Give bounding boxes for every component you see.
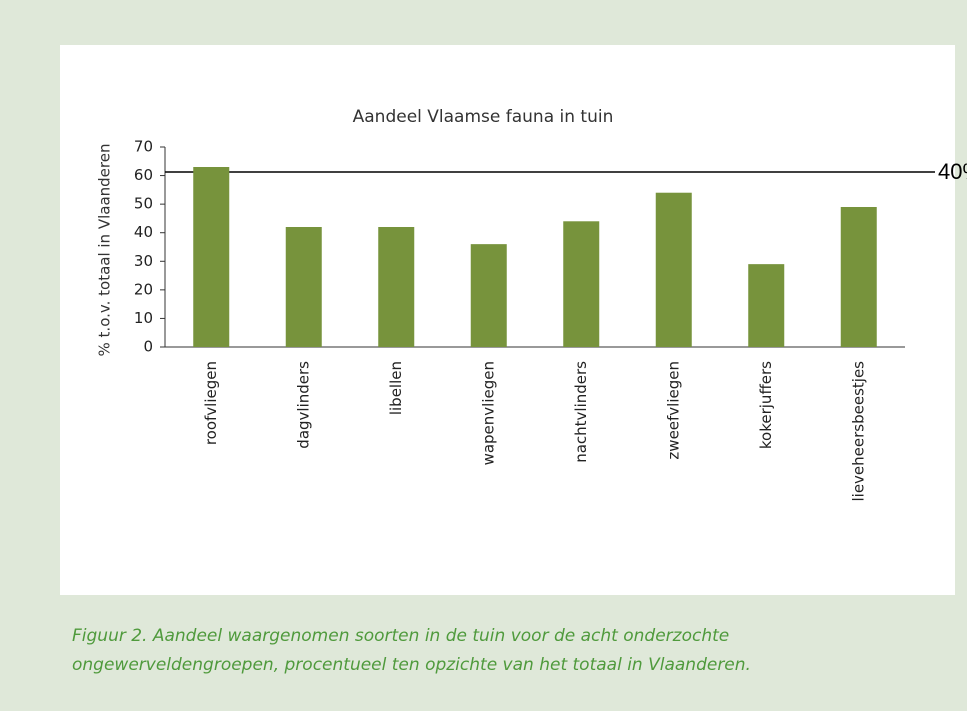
y-axis-label: % t.o.v. totaal in Vlaanderen xyxy=(96,144,114,357)
bar xyxy=(193,167,230,347)
bar xyxy=(378,227,415,347)
chart-title: Aandeel Vlaamse fauna in tuin xyxy=(353,107,614,127)
y-tick-label: 50 xyxy=(134,195,153,213)
y-tick-label: 0 xyxy=(143,338,153,356)
x-tick-label: kokerjuffers xyxy=(757,361,775,449)
bar xyxy=(285,227,322,347)
bar xyxy=(655,192,692,347)
y-tick-label: 30 xyxy=(134,252,153,270)
x-tick-label: zweefvliegen xyxy=(664,361,682,460)
y-tick-label: 10 xyxy=(134,309,153,327)
y-tick-label: 20 xyxy=(134,280,153,298)
x-tick-label: libellen xyxy=(387,361,405,415)
caption: ongewerveldengroepen, procentueel ten op… xyxy=(72,655,751,675)
x-tick-label: lieveheersbeestjes xyxy=(849,361,867,502)
x-tick-label: roofvliegen xyxy=(202,361,220,445)
x-tick-label: dagvlinders xyxy=(294,361,312,449)
bar xyxy=(840,207,877,347)
y-tick-label: 70 xyxy=(134,138,153,156)
bar xyxy=(748,264,785,347)
x-tick-label: nachtvlinders xyxy=(572,361,590,463)
annotation: 40% xyxy=(938,159,967,184)
caption: Figuur 2. Aandeel waargenomen soorten in… xyxy=(72,626,729,646)
y-tick-label: 40 xyxy=(134,223,153,241)
y-tick-label: 60 xyxy=(134,166,153,184)
bar xyxy=(470,244,507,347)
x-tick-label: wapenvliegen xyxy=(479,361,497,465)
bar xyxy=(563,221,600,347)
